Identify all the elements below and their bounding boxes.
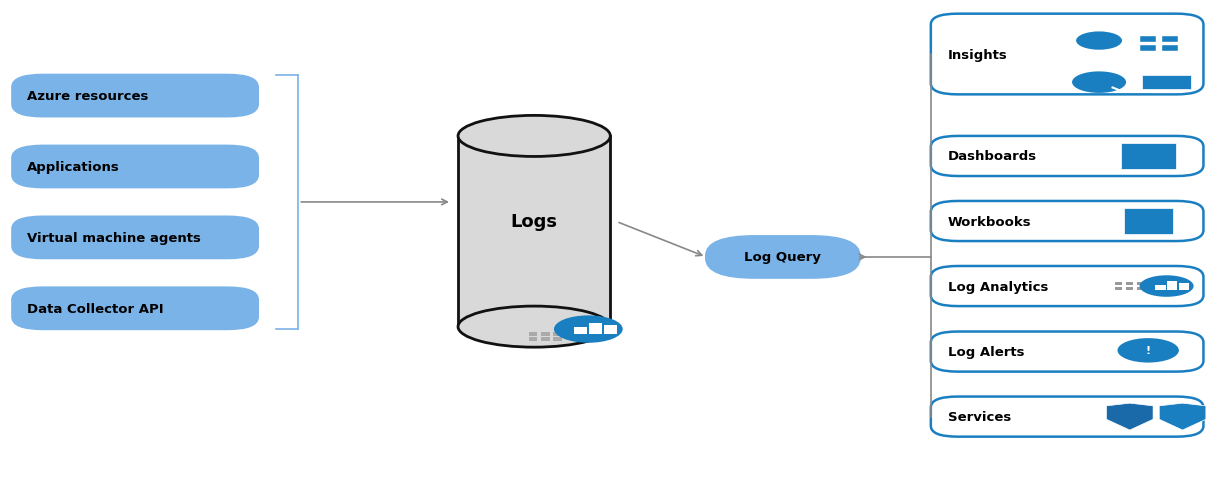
Circle shape — [1072, 72, 1126, 94]
FancyBboxPatch shape — [529, 338, 538, 341]
FancyBboxPatch shape — [12, 146, 258, 188]
FancyBboxPatch shape — [12, 217, 258, 259]
FancyBboxPatch shape — [604, 325, 618, 335]
FancyBboxPatch shape — [1142, 76, 1191, 90]
Text: !: ! — [1146, 345, 1151, 355]
FancyBboxPatch shape — [931, 202, 1203, 242]
FancyBboxPatch shape — [1140, 37, 1156, 43]
FancyBboxPatch shape — [1167, 282, 1178, 290]
Text: Log Alerts: Log Alerts — [948, 346, 1024, 358]
Ellipse shape — [458, 306, 610, 347]
FancyBboxPatch shape — [1126, 283, 1133, 286]
FancyBboxPatch shape — [931, 15, 1203, 95]
Polygon shape — [458, 137, 610, 327]
Text: Data Collector API: Data Collector API — [27, 302, 163, 315]
Text: Logs: Logs — [511, 213, 558, 231]
FancyBboxPatch shape — [542, 333, 550, 336]
Text: Azure resources: Azure resources — [27, 90, 149, 103]
Polygon shape — [1106, 403, 1153, 430]
Text: Virtual machine agents: Virtual machine agents — [27, 231, 201, 244]
Text: Applications: Applications — [27, 161, 120, 174]
FancyBboxPatch shape — [931, 266, 1203, 306]
Circle shape — [554, 316, 623, 343]
FancyBboxPatch shape — [1126, 287, 1133, 290]
Text: Services: Services — [948, 410, 1012, 423]
FancyBboxPatch shape — [1179, 284, 1189, 290]
Circle shape — [1140, 276, 1194, 297]
Text: Log Analytics: Log Analytics — [948, 280, 1049, 293]
FancyBboxPatch shape — [529, 333, 538, 336]
FancyBboxPatch shape — [1137, 283, 1144, 286]
Text: Workbooks: Workbooks — [948, 215, 1032, 228]
FancyBboxPatch shape — [1162, 46, 1179, 52]
FancyBboxPatch shape — [554, 333, 562, 336]
Text: Insights: Insights — [948, 48, 1008, 61]
Polygon shape — [1136, 352, 1157, 359]
FancyBboxPatch shape — [12, 288, 258, 329]
FancyBboxPatch shape — [1115, 287, 1122, 290]
Circle shape — [1076, 32, 1122, 51]
Circle shape — [1117, 339, 1179, 363]
FancyBboxPatch shape — [706, 237, 860, 278]
FancyBboxPatch shape — [1140, 46, 1156, 52]
FancyBboxPatch shape — [1120, 143, 1176, 170]
FancyBboxPatch shape — [931, 397, 1203, 437]
Text: Dashboards: Dashboards — [948, 150, 1038, 163]
FancyBboxPatch shape — [573, 328, 587, 335]
FancyBboxPatch shape — [554, 338, 562, 341]
FancyBboxPatch shape — [12, 76, 258, 117]
Polygon shape — [1159, 403, 1206, 430]
Text: Log Query: Log Query — [744, 251, 822, 264]
FancyBboxPatch shape — [931, 332, 1203, 372]
FancyBboxPatch shape — [1115, 283, 1122, 286]
FancyBboxPatch shape — [542, 338, 550, 341]
FancyBboxPatch shape — [1156, 285, 1165, 290]
FancyBboxPatch shape — [931, 137, 1203, 177]
Ellipse shape — [458, 116, 610, 157]
FancyBboxPatch shape — [1124, 208, 1173, 235]
FancyBboxPatch shape — [1162, 37, 1179, 43]
FancyBboxPatch shape — [589, 323, 602, 335]
FancyBboxPatch shape — [1137, 287, 1144, 290]
